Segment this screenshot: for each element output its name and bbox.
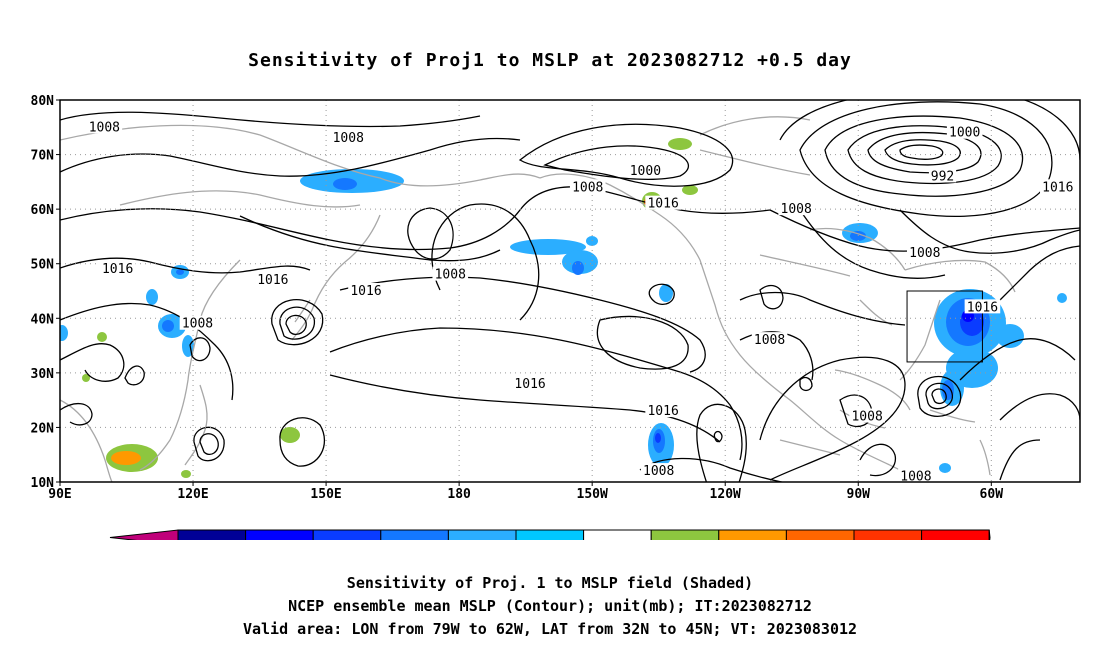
colorbar-swatch <box>312 529 382 540</box>
colorbar-low-cap <box>109 529 179 540</box>
contour-label: 1000 <box>949 126 980 141</box>
sensitivity-shading <box>60 138 1067 478</box>
footer-line-3: Valid area: LON from 79W to 62W, LAT fro… <box>242 620 858 638</box>
lat-tick-label: 20N <box>31 421 55 436</box>
colorbar-swatch <box>853 529 923 540</box>
contour-label-bg <box>645 195 681 210</box>
valid-area-box <box>906 290 983 363</box>
coastlines <box>60 116 1016 482</box>
contour-label-bg <box>849 408 885 423</box>
colorbar-swatch <box>650 529 720 540</box>
lat-tick-label: 70N <box>31 149 55 164</box>
contour-label-bg <box>778 201 814 216</box>
colorbar: -0.9-0.8-0.7-0.6-0.5-0.420.420.50.60.70.… <box>109 529 991 540</box>
lon-tick-label: 120E <box>177 487 208 502</box>
contour-label-bg <box>1040 179 1076 194</box>
contour-labels: 1008 1008 1000 1008 1016 1008 1000 992 1016 1008 1… <box>86 119 1076 485</box>
contour-label: 992 <box>931 169 954 184</box>
lon-tick-label: 150E <box>310 487 341 502</box>
footer-line-1: Sensitivity of Proj. 1 to MSLP field (Sh… <box>346 574 754 592</box>
colorbar-swatch <box>177 529 247 540</box>
contour-label: 1008 <box>333 131 364 146</box>
contour-label: 1008 <box>89 120 120 135</box>
lon-tick-label: 90E <box>48 487 71 502</box>
contour-label: 1008 <box>754 333 785 348</box>
contour-label-bg <box>928 168 957 183</box>
map-svg: 1008 1008 1000 1008 1016 1008 1000 992 1016 1008 1… <box>31 94 1081 540</box>
contour-label-bg <box>645 403 681 418</box>
map-frame <box>59 99 1081 483</box>
lon-tick-label: 120W <box>710 487 741 502</box>
contour-label: 1016 <box>647 197 678 212</box>
contour-label: 1008 <box>900 470 931 485</box>
contour-label-bg <box>512 375 548 390</box>
footer-line-2: NCEP ensemble mean MSLP (Contour); unit(… <box>288 597 812 615</box>
lat-tick-label: 80N <box>31 94 55 109</box>
contour-label-bg <box>898 468 934 483</box>
contour-label: 1008 <box>851 410 882 425</box>
lon-tick-label: 180 <box>447 487 471 502</box>
contour-label-bg <box>946 124 983 139</box>
lon-tick-label: 150W <box>577 487 608 502</box>
contour-label-bg <box>640 463 677 478</box>
contour-label: 1016 <box>1042 180 1073 195</box>
colorbar-swatch <box>245 529 314 540</box>
contour-label-bg <box>906 244 943 259</box>
contour-label: 1016 <box>647 404 678 419</box>
contour-label: 1016 <box>102 262 133 277</box>
mslp-contours <box>60 100 1080 482</box>
contour-label: 1008 <box>643 464 674 479</box>
colorbar-high-cap <box>988 529 991 540</box>
lon-tick-label: 90W <box>847 487 871 502</box>
contour-label-bg <box>179 315 216 330</box>
contour-label-bg <box>569 179 606 194</box>
contour-label: 1016 <box>350 284 381 299</box>
colorbar-swatch <box>515 529 585 540</box>
contour-label: 1016 <box>514 377 545 392</box>
lat-tick-label: 40N <box>31 312 55 327</box>
contour-label: 1008 <box>909 246 940 261</box>
contour-label-bg <box>964 299 1001 314</box>
contour-label: 1000 <box>630 164 661 179</box>
contour-label-bg <box>86 119 123 134</box>
colorbar-swatch <box>785 529 855 540</box>
lat-tick-label: 50N <box>31 258 55 273</box>
contour-label-bg <box>348 283 384 297</box>
map-title: Sensitivity of Proj1 to MSLP at 20230827… <box>248 50 852 71</box>
colorbar-swatch <box>447 529 517 540</box>
contour-label-bg <box>99 261 136 276</box>
contour-label-bg <box>627 162 664 177</box>
lat-tick-label: 10N <box>31 476 55 491</box>
contour-label-bg <box>255 272 291 287</box>
graticule <box>59 100 1080 482</box>
contour-label: 1008 <box>572 180 603 195</box>
colorbar-swatch <box>380 529 449 540</box>
lon-tick-label: 60W <box>980 487 1004 502</box>
contour-label-bg <box>751 332 788 347</box>
lat-tick-label: 60N <box>31 203 55 218</box>
contour-label: 1008 <box>182 317 213 332</box>
contour-label: 1016 <box>967 300 998 315</box>
lat-tick-label: 30N <box>31 367 55 382</box>
contour-label: 1008 <box>781 202 812 217</box>
contour-label-bg <box>432 266 469 281</box>
colorbar-swatch <box>583 529 652 540</box>
contour-label: 1008 <box>435 268 466 283</box>
contour-label: 1016 <box>257 273 288 288</box>
colorbar-swatch <box>921 529 990 540</box>
contour-label-bg <box>330 130 367 145</box>
colorbar-swatch <box>718 529 787 540</box>
